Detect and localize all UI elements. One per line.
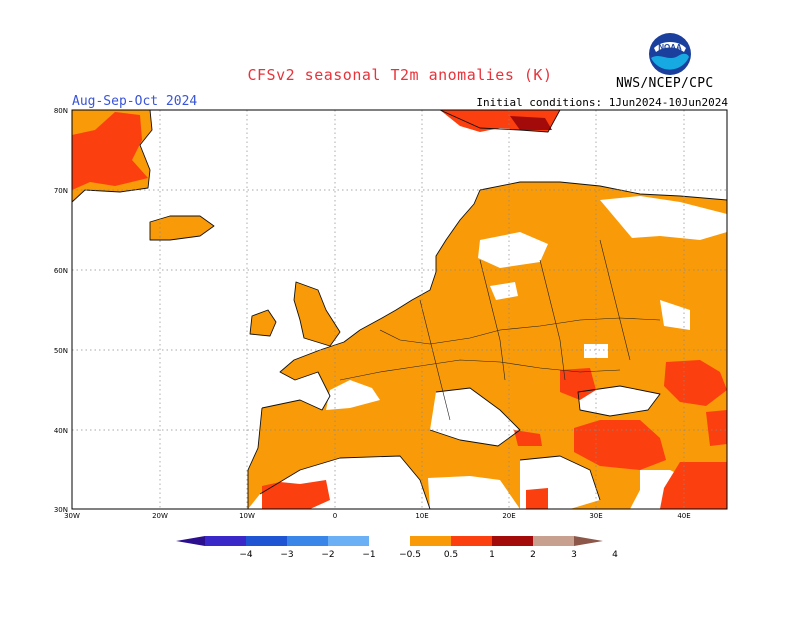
map-title: CFSv2 seasonal T2m anomalies (K) [247, 66, 553, 84]
graticule [72, 110, 727, 509]
lat-label: 60N [54, 267, 68, 275]
colorbar-tick-label: −4 [239, 550, 253, 560]
colorbar-arrow-right [574, 536, 603, 546]
colorbar-bin [328, 536, 369, 546]
noaa-logo: NOAA [649, 33, 691, 75]
colorbar-tick-label: 3 [571, 550, 577, 560]
latitude-labels: 80N 70N 60N 50N 40N 30N [54, 107, 68, 514]
colorbar-bin [369, 536, 410, 546]
lon-label: 30W [64, 512, 80, 520]
colorbar-tick-label: 1 [489, 550, 495, 560]
lat-label: 30N [54, 506, 68, 514]
colorbar-tick-label: −2 [321, 550, 334, 560]
colorbar-bin [246, 536, 287, 546]
colorbar-tick-label: 2 [530, 550, 536, 560]
colorbar-tick-label: 0.5 [444, 550, 458, 560]
colorbar-bin [533, 536, 574, 546]
lon-label: 0 [333, 512, 337, 520]
colorbar-bin [492, 536, 533, 546]
colorbar-tick-label: −3 [280, 550, 293, 560]
colorbar-bin [287, 536, 328, 546]
lon-label: 20W [152, 512, 168, 520]
lat-label: 40N [54, 427, 68, 435]
lat-label: 80N [54, 107, 68, 115]
colorbar-bin [205, 536, 246, 546]
colorbar-bin [410, 536, 451, 546]
forecast-period: Aug-Sep-Oct 2024 [72, 94, 198, 109]
longitude-labels: 30W 20W 10W 0 10E 20E 30E 40E [64, 512, 691, 520]
colorbar-tick-label: 4 [612, 550, 618, 560]
initial-conditions: Initial conditions: 1Jun2024-10Jun2024 [476, 96, 728, 109]
anomaly-shading [72, 110, 727, 509]
lon-label: 20E [502, 512, 515, 520]
country-borders [339, 239, 661, 421]
lon-label: 40E [677, 512, 690, 520]
colorbar-arrow-left [176, 536, 205, 546]
lat-label: 50N [54, 347, 68, 355]
lat-label: 70N [54, 187, 68, 195]
colorbar-tick-label: −1 [362, 550, 375, 560]
colorbar-tick-label: −0.5 [399, 550, 421, 560]
svg-text:NOAA: NOAA [658, 43, 682, 52]
colorbar-bin [451, 536, 492, 546]
colorbar: −4 −3 −2 −1 −0.5 0.5 1 2 3 4 [176, 536, 618, 560]
agency-label: NWS/NCEP/CPC [616, 76, 714, 91]
lon-label: 10E [415, 512, 428, 520]
lon-label: 10W [239, 512, 255, 520]
map-frame [71, 109, 728, 510]
lon-label: 30E [589, 512, 602, 520]
